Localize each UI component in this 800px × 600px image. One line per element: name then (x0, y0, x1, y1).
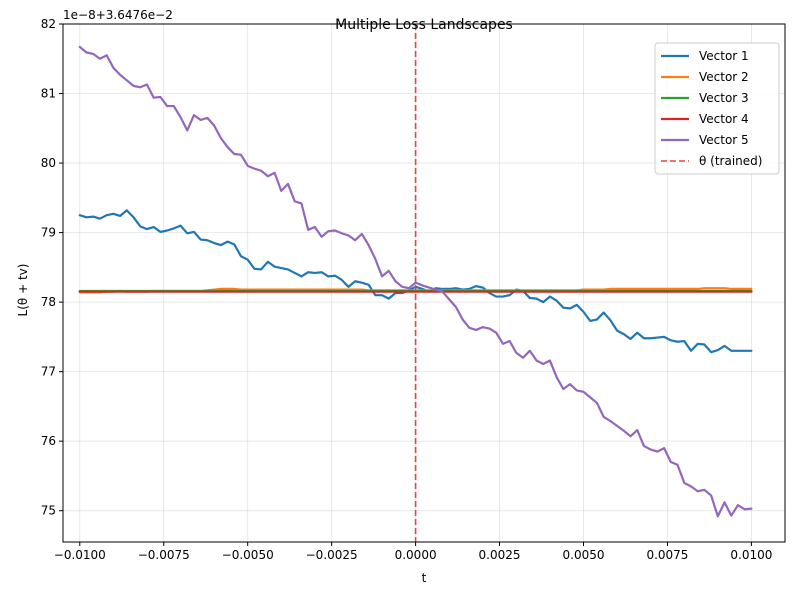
x-tick-label: −0.0025 (306, 548, 358, 562)
x-tick-label: 0.0000 (395, 548, 437, 562)
x-tick-label: 0.0050 (563, 548, 605, 562)
y-tick-label: 80 (41, 156, 56, 170)
x-tick-label: 0.0100 (730, 548, 772, 562)
x-axis-ticks: −0.0100 −0.0075 −0.0050 −0.0025 0.0000 0.0025… (54, 542, 772, 562)
chart-title: Multiple Loss Landscapes (335, 17, 513, 33)
x-tick-label: 0.0025 (479, 548, 521, 562)
legend: Vector 1 Vector 2 Vector 3 Vector 4 Vector 5… (654, 42, 780, 175)
y-tick-label: 82 (41, 17, 56, 31)
y-tick-label: 81 (41, 87, 56, 101)
x-tick-label: 0.0075 (646, 548, 688, 562)
y-tick-label: 75 (41, 504, 56, 518)
y-axis-offset-label: 1e−8+3.6476e−2 (63, 8, 173, 22)
legend-label-vector-2: Vector 2 (699, 70, 749, 84)
x-axis-label: t (422, 571, 427, 585)
legend-label-vector-5: Vector 5 (699, 133, 749, 147)
x-tick-label: −0.0100 (54, 548, 106, 562)
y-tick-label: 76 (41, 434, 56, 448)
y-axis-ticks: 75 76 77 78 79 80 81 82 (41, 17, 63, 518)
legend-items: Vector 1 Vector 2 Vector 3 Vector 4 Vector 5… (661, 49, 762, 168)
y-tick-label: 79 (41, 226, 56, 240)
legend-label-vector-3: Vector 3 (699, 91, 749, 105)
series-line-vector-5 (78, 45, 753, 518)
legend-box (654, 42, 780, 175)
legend-label-vector-4: Vector 4 (699, 112, 749, 126)
y-tick-label: 77 (41, 365, 56, 379)
legend-label-vector-1: Vector 1 (699, 49, 749, 63)
x-tick-label: −0.0075 (138, 548, 190, 562)
plot-area (78, 24, 753, 542)
y-axis-label: L(θ + tv) (16, 264, 30, 317)
x-tick-label: −0.0050 (222, 548, 274, 562)
legend-label-trained: θ (trained) (699, 154, 762, 168)
axes-frame (62, 23, 786, 543)
y-tick-label: 78 (41, 295, 56, 309)
